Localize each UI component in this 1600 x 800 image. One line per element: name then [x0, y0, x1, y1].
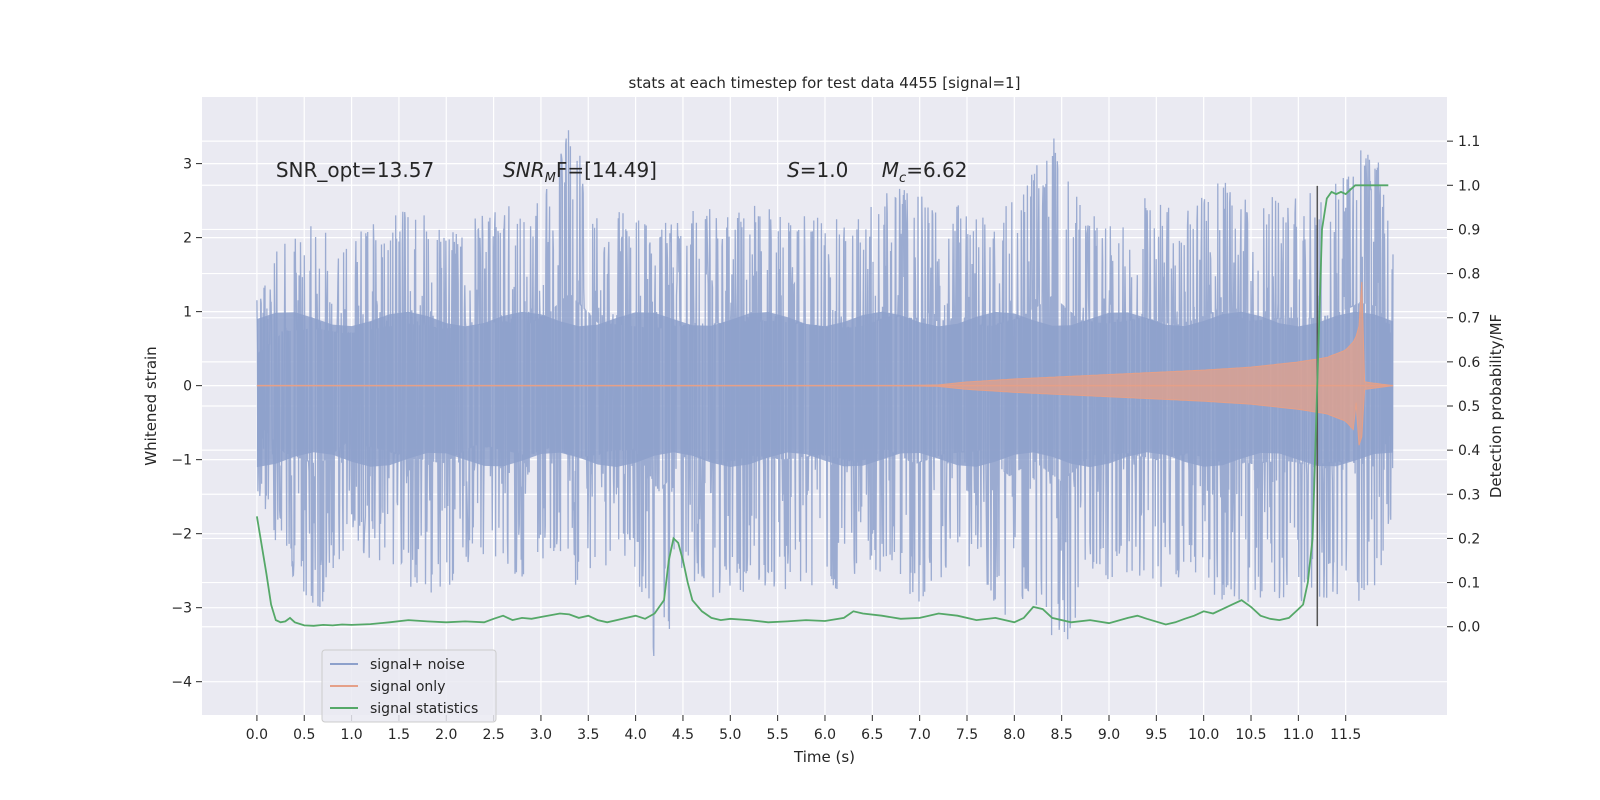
x-tick-label: 3.5 — [577, 727, 599, 743]
y-left-tick-label: 1 — [183, 305, 192, 321]
x-axis: 0.0 0.5 1.0 1.5 2.0 2.5 3.0 3.5 4.0 4.5 5.0 5.5 6.0 6… — [246, 715, 1361, 743]
y-axis-right-label: Detection probability/MF — [1487, 314, 1505, 498]
x-tick-label: 5.5 — [767, 727, 789, 743]
y-right-tick-label: 1.1 — [1458, 134, 1480, 150]
legend: signal+ noise signal only signal statistic… — [321, 649, 497, 723]
x-tick-label: 11.5 — [1330, 727, 1361, 743]
y-right-tick-label: 0.4 — [1458, 443, 1480, 459]
x-tick-label: 9.5 — [1145, 727, 1167, 743]
y-axis-left-label: Whitened strain — [142, 346, 160, 465]
x-tick-label: 6.5 — [861, 727, 883, 743]
annotation-symbol: M — [882, 158, 899, 182]
chart-title: stats at each timestep for test data 445… — [629, 74, 1021, 92]
annotation-symbol: S — [787, 158, 800, 182]
y-right-tick-label: 0.5 — [1458, 399, 1480, 415]
legend-entry-label: signal statistics — [370, 701, 478, 717]
y-left-tick-label: −1 — [171, 453, 192, 469]
x-tick-label: 3.0 — [530, 727, 552, 743]
annotation-value: =6.62 — [906, 158, 967, 182]
x-axis-label: Time (s) — [793, 748, 855, 766]
y-left-tick-label: −3 — [171, 601, 192, 617]
legend-entry-label: signal+ noise — [370, 657, 465, 673]
x-tick-label: 2.0 — [435, 727, 457, 743]
x-tick-label: 1.5 — [388, 727, 410, 743]
x-tick-label: 6.0 — [814, 727, 836, 743]
y-right-tick-label: 0.2 — [1458, 531, 1480, 547]
x-tick-label: 10.5 — [1235, 727, 1266, 743]
y-left-tick-label: 0 — [183, 379, 192, 395]
x-tick-label: 4.5 — [672, 727, 694, 743]
annotation-value: =1.0 — [800, 158, 849, 182]
y-left-tick-label: 3 — [183, 157, 192, 173]
annotation-1: SNRMF=[14.49] — [503, 158, 657, 186]
x-tick-label: 11.0 — [1283, 727, 1314, 743]
y-right-tick-label: 1.0 — [1458, 178, 1480, 194]
x-tick-label: 8.5 — [1051, 727, 1073, 743]
x-tick-label: 0.0 — [246, 727, 268, 743]
x-tick-label: 10.0 — [1188, 727, 1219, 743]
x-tick-label: 8.0 — [1003, 727, 1025, 743]
annotation-2: S=1.0 — [787, 158, 848, 182]
y-axis-right: 0.0 0.1 0.2 0.3 0.4 0.5 0.6 0.7 0.8 0.9 1.0 1.1 — [1447, 134, 1480, 636]
annotation-subscript: c — [899, 171, 906, 186]
x-tick-label: 4.0 — [624, 727, 646, 743]
series-signal-noise-band — [256, 311, 1393, 468]
x-tick-label: 7.0 — [909, 727, 931, 743]
legend-box — [321, 649, 497, 723]
y-axis-left: −4 −3 −2 −1 0 1 2 3 — [171, 157, 202, 691]
x-tick-label: 0.5 — [293, 727, 315, 743]
y-left-tick-label: −2 — [171, 527, 192, 543]
y-left-tick-label: −4 — [171, 675, 192, 691]
x-tick-label: 7.5 — [956, 727, 978, 743]
y-right-tick-label: 0.9 — [1458, 222, 1480, 238]
x-tick-label: 5.0 — [719, 727, 741, 743]
y-right-tick-label: 0.7 — [1458, 311, 1480, 327]
y-right-tick-label: 0.8 — [1458, 267, 1480, 283]
annotation-3: Mc=6.62 — [882, 158, 968, 186]
annotation-0: SNR_opt=13.57 — [276, 158, 434, 182]
annotation-subscript: M — [545, 171, 556, 186]
y-left-tick-label: 2 — [183, 231, 192, 247]
annotation-value: F=[14.49] — [556, 158, 657, 182]
y-right-tick-label: 0.3 — [1458, 487, 1480, 503]
y-right-tick-label: 0.1 — [1458, 576, 1480, 592]
series-signal-statistics — [256, 184, 1389, 627]
legend-entry-label: signal only — [370, 679, 445, 695]
x-tick-label: 9.0 — [1098, 727, 1120, 743]
y-right-tick-label: 0.6 — [1458, 355, 1480, 371]
y-right-tick-label: 0.0 — [1458, 620, 1480, 636]
x-tick-label: 2.5 — [482, 727, 504, 743]
annotation-symbol: SNR — [503, 158, 545, 182]
x-tick-label: 1.0 — [340, 727, 362, 743]
